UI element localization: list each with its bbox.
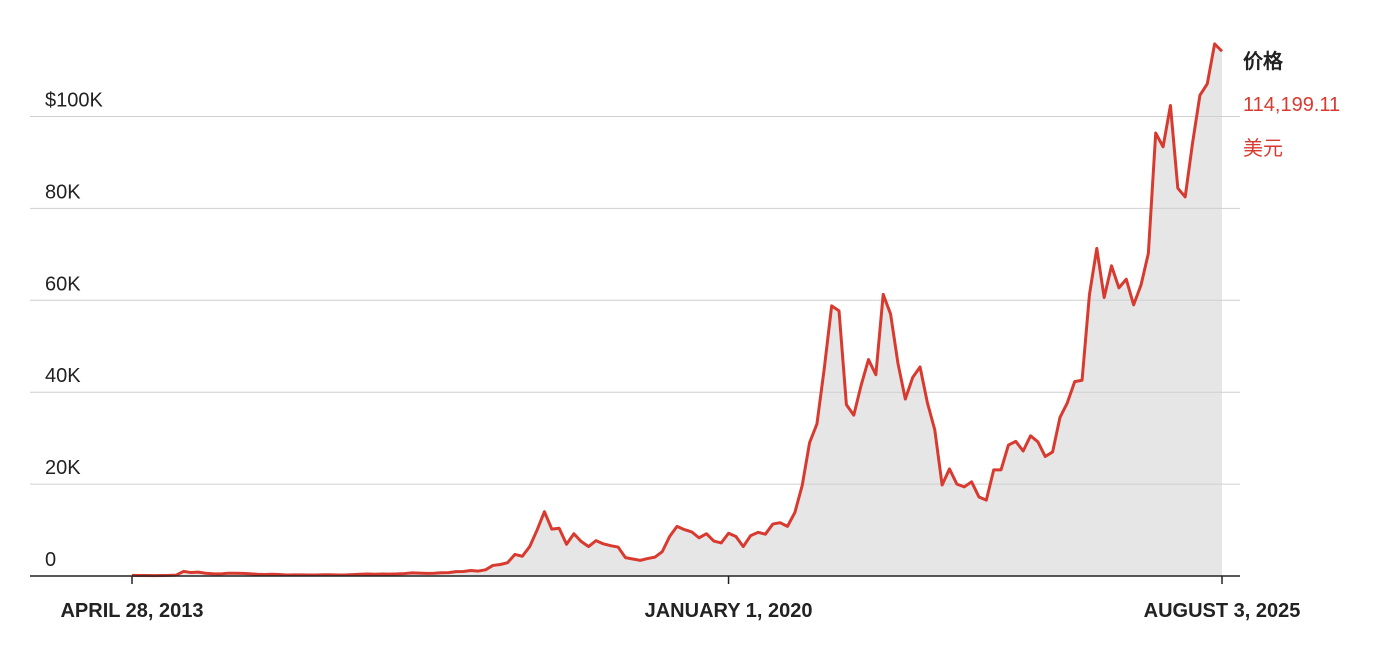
x-tick-label: APRIL 28, 2013 [60,600,203,622]
x-tick-label: JANUARY 1, 2020 [645,600,813,622]
y-tick-label: 20K [45,457,81,479]
area [132,43,1222,576]
x-tick-label: AUGUST 3, 2025 [1144,600,1301,622]
price-value: 114,199.11 [1243,94,1340,116]
y-tick-label: 60K [45,273,81,295]
y-tick-label: 80K [45,181,81,203]
price-line [131,42,1224,578]
y-tick-label: 40K [45,365,81,387]
price-label: 价格 [1243,49,1284,73]
unit-label: 美元 [1243,137,1283,160]
plot: 0 20K 40K 60K 80K $100K APRIL 28, 2013 JANUARY … [30,42,1301,622]
y-tick-label: 0 [45,549,56,571]
y-tick-label: $100K [45,89,103,111]
